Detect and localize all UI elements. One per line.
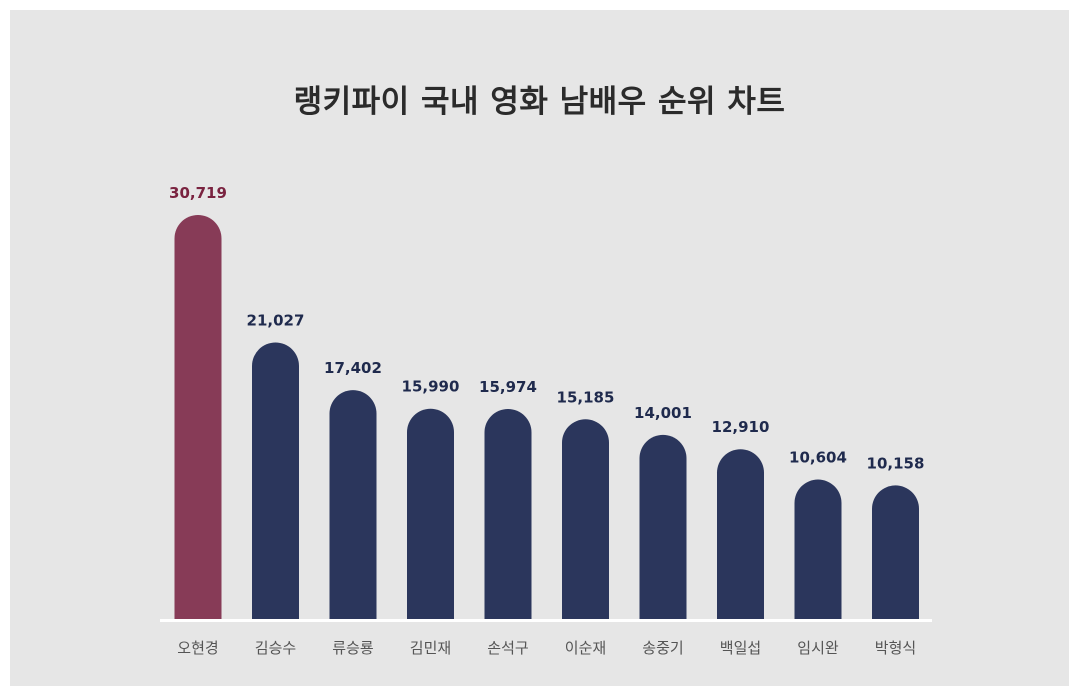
category-label: 이순재 <box>565 639 606 657</box>
baseline <box>160 619 932 622</box>
value-label: 17,402 <box>324 359 382 377</box>
value-label: 14,001 <box>634 404 692 422</box>
chart-title: 랭키파이 국내 영화 남배우 순위 차트 <box>293 84 786 120</box>
bar-류승룡 <box>329 390 377 619</box>
value-label: 15,990 <box>402 378 460 396</box>
category-label: 백일섭 <box>720 639 761 657</box>
bar-오현경 <box>174 215 222 619</box>
category-label: 오현경 <box>177 639 218 657</box>
bar-손석구 <box>484 408 532 619</box>
value-label: 15,185 <box>557 388 615 406</box>
category-label: 손석구 <box>487 639 528 657</box>
value-label: 12,910 <box>712 418 770 436</box>
value-label: 10,158 <box>867 454 925 472</box>
value-label: 30,719 <box>169 184 227 202</box>
value-label: 15,974 <box>479 378 537 396</box>
category-label: 김승수 <box>255 639 296 657</box>
value-label: 10,604 <box>789 449 847 467</box>
category-label: 류승룡 <box>332 639 374 657</box>
category-label: 김민재 <box>410 639 451 657</box>
bar-백일섭 <box>717 449 764 619</box>
bar-박형식 <box>872 485 919 619</box>
category-label: 송중기 <box>642 639 683 657</box>
category-label: 박형식 <box>875 639 916 657</box>
category-label: 임시완 <box>797 639 839 657</box>
bar-송중기 <box>639 434 687 619</box>
bar-김민재 <box>407 408 454 619</box>
bar-이순재 <box>562 419 609 619</box>
bar-임시완 <box>794 479 842 619</box>
bar-김승수 <box>252 342 299 619</box>
value-label: 21,027 <box>247 311 305 329</box>
